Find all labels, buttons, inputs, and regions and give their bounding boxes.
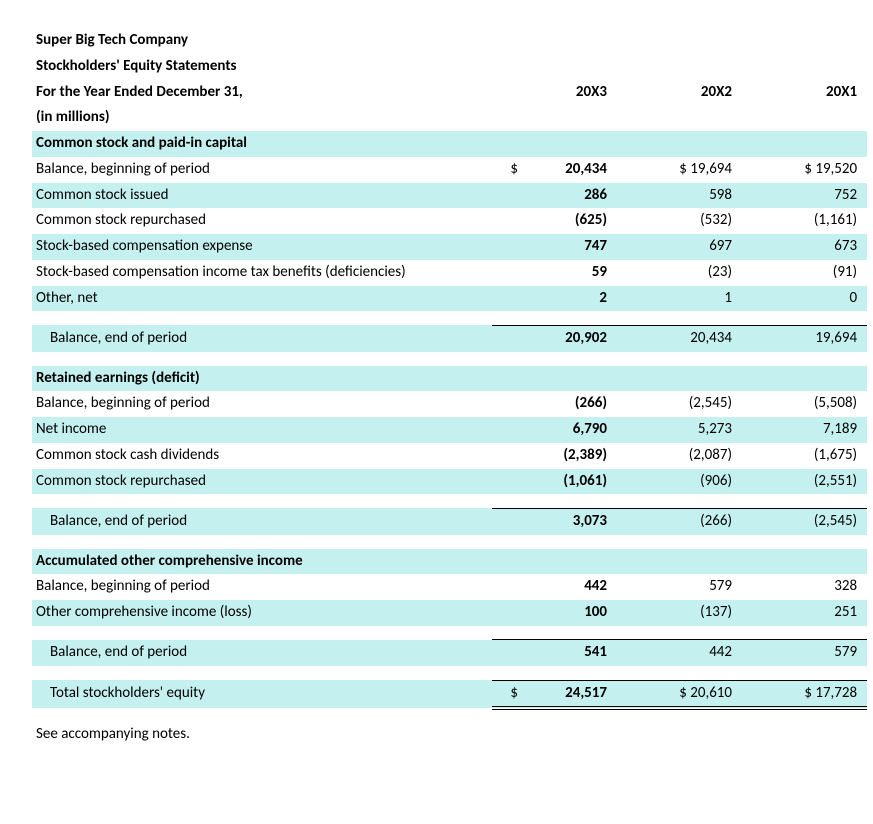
cell: (1,061): [522, 469, 617, 495]
cell: 697: [647, 234, 742, 260]
cell: 673: [772, 234, 867, 260]
table-row: Common stock repurchased (625) (532) (1,…: [32, 208, 867, 234]
cell: (91): [772, 260, 867, 286]
cell: $ 19,520: [772, 157, 867, 183]
cell: 20,902: [522, 325, 617, 351]
cell: (2,545): [647, 391, 742, 417]
row-label: Common stock cash dividends: [32, 443, 492, 469]
cell: $ 17,728: [772, 680, 867, 708]
cell: (5,508): [772, 391, 867, 417]
cell: (266): [647, 508, 742, 534]
cell: 20,434: [647, 325, 742, 351]
row-label: Balance, beginning of period: [32, 574, 492, 600]
row-label: Balance, end of period: [32, 640, 492, 666]
row-label: Balance, end of period: [32, 508, 492, 534]
table-row: Stock-based compensation income tax bene…: [32, 260, 867, 286]
cell: 286: [522, 183, 617, 209]
section2-subtotal: Balance, end of period 3,073 (266) (2,54…: [32, 508, 867, 534]
cell: 20,434: [522, 157, 617, 183]
table-row: Balance, beginning of period (266) (2,54…: [32, 391, 867, 417]
cell: 328: [772, 574, 867, 600]
cell: 5,273: [647, 417, 742, 443]
cell: 541: [522, 640, 617, 666]
cell: 7,189: [772, 417, 867, 443]
cell: 24,517: [522, 680, 617, 708]
statement-title: Stockholders' Equity Statements: [32, 54, 867, 80]
cell: 2: [522, 286, 617, 312]
currency-symbol: $: [492, 157, 522, 183]
row-label: Common stock repurchased: [32, 469, 492, 495]
units-note: (in millions): [32, 105, 867, 131]
currency-symbol: $: [492, 680, 522, 708]
row-label: Common stock repurchased: [32, 208, 492, 234]
row-label: Common stock issued: [32, 183, 492, 209]
row-label: Balance, end of period: [32, 325, 492, 351]
cell: (137): [647, 600, 742, 626]
company-name: Super Big Tech Company: [32, 28, 867, 54]
row-label: Other comprehensive income (loss): [32, 600, 492, 626]
cell: 3,073: [522, 508, 617, 534]
cell: 579: [647, 574, 742, 600]
cell: 6,790: [522, 417, 617, 443]
footnote: See accompanying notes.: [32, 722, 867, 748]
cell: (1,675): [772, 443, 867, 469]
equity-statement-table: Super Big Tech Company Stockholders' Equ…: [32, 28, 867, 748]
cell: (1,161): [772, 208, 867, 234]
total-row: Total stockholders' equity $ 24,517 $ 20…: [32, 680, 867, 708]
year-col-3: 20X1: [772, 80, 867, 106]
cell: 442: [647, 640, 742, 666]
cell: (2,545): [772, 508, 867, 534]
cell: (625): [522, 208, 617, 234]
cell: 0: [772, 286, 867, 312]
cell: 747: [522, 234, 617, 260]
cell: (2,389): [522, 443, 617, 469]
year-col-1: 20X3: [522, 80, 617, 106]
table-row: Stock-based compensation expense 747 697…: [32, 234, 867, 260]
row-label: Balance, beginning of period: [32, 391, 492, 417]
cell: 752: [772, 183, 867, 209]
cell: $ 20,610: [647, 680, 742, 708]
period-line: For the Year Ended December 31,: [32, 80, 492, 106]
row-label: Total stockholders' equity: [32, 680, 492, 708]
section3-subtotal: Balance, end of period 541 442 579: [32, 640, 867, 666]
table-row: Other comprehensive income (loss) 100 (1…: [32, 600, 867, 626]
table-row: Balance, beginning of period 442 579 328: [32, 574, 867, 600]
row-label: Stock-based compensation expense: [32, 234, 492, 260]
row-label: Net income: [32, 417, 492, 443]
table-row: Common stock cash dividends (2,389) (2,0…: [32, 443, 867, 469]
cell: 579: [772, 640, 867, 666]
cell: 251: [772, 600, 867, 626]
cell: (23): [647, 260, 742, 286]
cell: (906): [647, 469, 742, 495]
table-row: Other, net 2 1 0: [32, 286, 867, 312]
table-row: Common stock repurchased (1,061) (906) (…: [32, 469, 867, 495]
row-label: Stock-based compensation income tax bene…: [32, 260, 492, 286]
cell: (2,551): [772, 469, 867, 495]
cell: 598: [647, 183, 742, 209]
section1-title: Common stock and paid-in capital: [32, 131, 867, 157]
cell: (532): [647, 208, 742, 234]
table-row: Common stock issued 286 598 752: [32, 183, 867, 209]
cell: 59: [522, 260, 617, 286]
section3-title: Accumulated other comprehensive income: [32, 549, 867, 575]
table-row: Net income 6,790 5,273 7,189: [32, 417, 867, 443]
cell: (266): [522, 391, 617, 417]
row-label: Balance, beginning of period: [32, 157, 492, 183]
cell: (2,087): [647, 443, 742, 469]
cell: 442: [522, 574, 617, 600]
row-label: Other, net: [32, 286, 492, 312]
section1-subtotal: Balance, end of period 20,902 20,434 19,…: [32, 325, 867, 351]
cell: 1: [647, 286, 742, 312]
year-col-2: 20X2: [647, 80, 742, 106]
section2-title: Retained earnings (deficit): [32, 366, 867, 392]
cell: $ 19,694: [647, 157, 742, 183]
cell: 100: [522, 600, 617, 626]
cell: 19,694: [772, 325, 867, 351]
table-row: Balance, beginning of period $ 20,434 $ …: [32, 157, 867, 183]
